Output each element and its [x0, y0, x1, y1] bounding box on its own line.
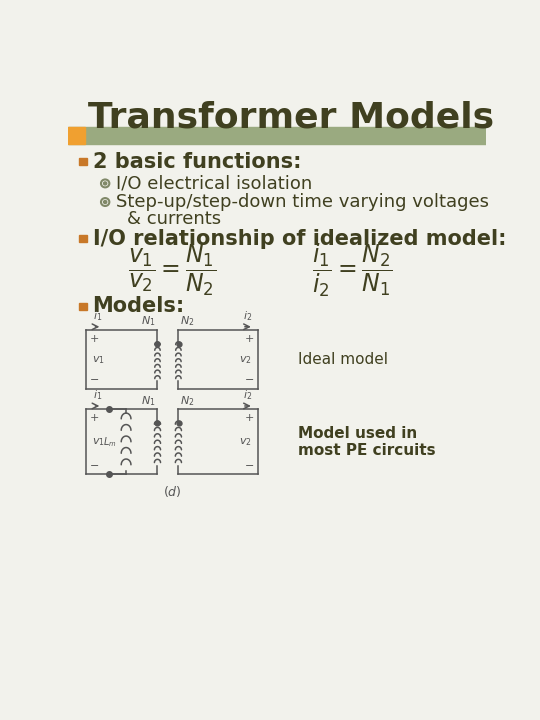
- Text: I/O electrical isolation: I/O electrical isolation: [116, 174, 312, 192]
- Text: $v_1$: $v_1$: [92, 354, 105, 366]
- Circle shape: [104, 182, 107, 185]
- Text: $v_2$: $v_2$: [239, 436, 252, 448]
- Text: $i_1$: $i_1$: [93, 389, 102, 402]
- Text: Step-up/step-down time varying voltages: Step-up/step-down time varying voltages: [116, 193, 489, 211]
- Text: $N_1$: $N_1$: [141, 315, 156, 328]
- Text: & currents: & currents: [127, 210, 221, 228]
- Text: +: +: [245, 334, 254, 344]
- Text: −: −: [90, 375, 99, 385]
- Text: Model used in
most PE circuits: Model used in most PE circuits: [298, 426, 435, 458]
- Text: $v_2$: $v_2$: [239, 354, 252, 366]
- Text: $L_m$: $L_m$: [103, 435, 117, 449]
- Text: Ideal model: Ideal model: [298, 352, 388, 367]
- Bar: [68, 127, 486, 144]
- Text: $i_2$: $i_2$: [243, 389, 253, 402]
- Text: 2 basic functions:: 2 basic functions:: [93, 152, 301, 171]
- Text: −: −: [245, 461, 254, 471]
- Text: Transformer Models: Transformer Models: [89, 100, 495, 134]
- Text: +: +: [90, 334, 99, 344]
- Text: −: −: [90, 461, 99, 471]
- Text: +: +: [245, 413, 254, 423]
- Bar: [79, 158, 87, 165]
- Text: $N_2$: $N_2$: [180, 394, 195, 408]
- Text: $\dfrac{i_1}{i_2} = \dfrac{N_2}{N_1}$: $\dfrac{i_1}{i_2} = \dfrac{N_2}{N_1}$: [312, 242, 393, 300]
- Text: $i_1$: $i_1$: [93, 310, 102, 323]
- Text: I/O relationship of idealized model:: I/O relationship of idealized model:: [93, 229, 506, 249]
- Bar: [79, 302, 87, 310]
- Circle shape: [104, 201, 107, 204]
- Bar: [68, 127, 85, 144]
- Text: +: +: [90, 413, 99, 423]
- Text: $N_2$: $N_2$: [180, 315, 195, 328]
- Text: $(d)$: $(d)$: [163, 485, 181, 500]
- Text: $i_2$: $i_2$: [243, 310, 253, 323]
- Bar: [79, 235, 87, 243]
- Text: $\dfrac{v_1}{v_2} = \dfrac{N_1}{N_2}$: $\dfrac{v_1}{v_2} = \dfrac{N_1}{N_2}$: [128, 243, 216, 298]
- Text: $N_1$: $N_1$: [141, 394, 156, 408]
- Text: −: −: [245, 375, 254, 385]
- Text: $v_1$: $v_1$: [92, 436, 105, 448]
- Text: Models:: Models:: [93, 296, 185, 316]
